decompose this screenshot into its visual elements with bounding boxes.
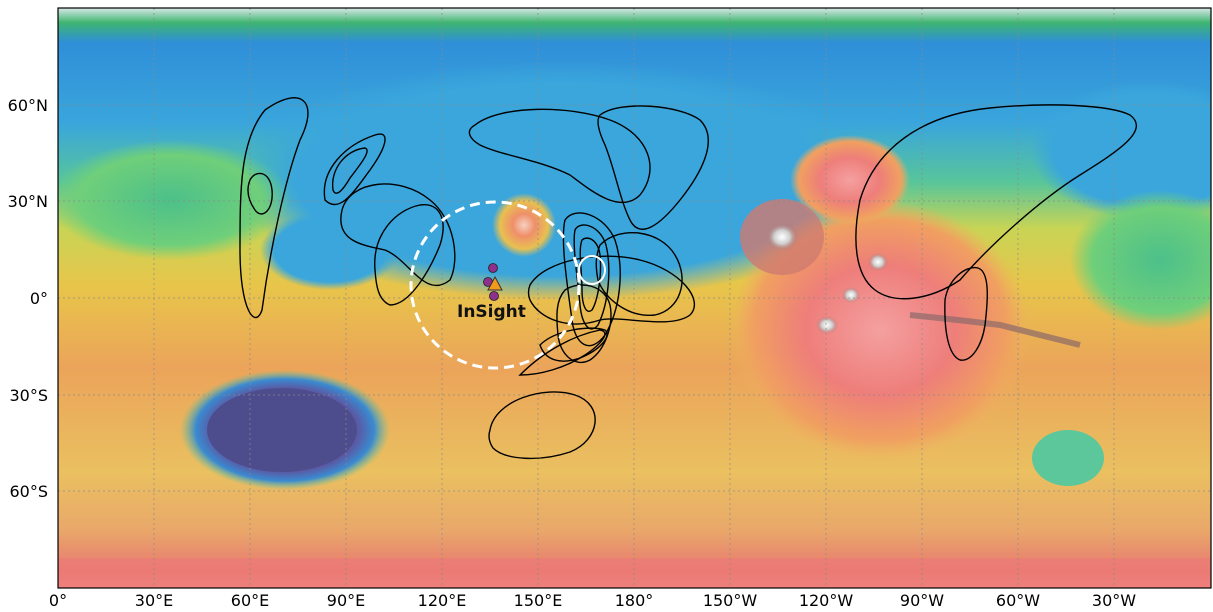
contour xyxy=(340,183,456,287)
contour xyxy=(527,255,696,325)
graticule xyxy=(58,8,1211,588)
x-tick-label: 30°E xyxy=(135,591,173,610)
x-tick-label: 90°E xyxy=(327,591,365,610)
insight-site: InSight xyxy=(457,263,526,322)
contour xyxy=(239,97,309,319)
y-tick-label: 30°S xyxy=(9,386,48,405)
insight-triangle-marker xyxy=(487,275,503,291)
x-tick-label: 90°W xyxy=(900,591,944,610)
map-frame xyxy=(57,7,1212,589)
x-tick-label: 60°W xyxy=(996,591,1040,610)
purple-point xyxy=(489,291,499,301)
x-tick-label: 60°E xyxy=(231,591,269,610)
small-white-circle xyxy=(578,255,606,285)
insight-label: InSight xyxy=(457,302,526,322)
y-tick-label: 60°N xyxy=(8,96,48,115)
contour xyxy=(595,231,683,316)
x-tick-label: 150°E xyxy=(514,591,563,610)
contour xyxy=(539,327,608,362)
contour xyxy=(944,266,988,361)
detection-contours xyxy=(239,97,1137,460)
x-tick-label: 120°W xyxy=(799,591,854,610)
map-surface: InSight xyxy=(58,8,1211,588)
y-tick-label: 30°N xyxy=(8,192,48,211)
contour xyxy=(374,204,444,306)
contour xyxy=(556,284,612,363)
contour xyxy=(468,108,651,204)
contour xyxy=(597,105,709,230)
contour xyxy=(488,391,596,460)
purple-point xyxy=(488,263,498,273)
y-axis-labels: 60°N 30°N 0° 30°S 60°S xyxy=(8,96,48,501)
y-tick-label: 0° xyxy=(30,289,48,308)
x-tick-label: 120°E xyxy=(418,591,467,610)
y-tick-label: 60°S xyxy=(9,482,48,501)
x-axis-labels: 0° 30°E 60°E 90°E 120°E 150°E 180° 150°W… xyxy=(49,591,1136,610)
x-tick-label: 30°W xyxy=(1092,591,1136,610)
contour xyxy=(579,237,602,312)
contour xyxy=(518,329,606,376)
contour xyxy=(331,147,368,194)
dashed-region-circle xyxy=(409,200,581,370)
x-tick-label: 180° xyxy=(615,591,654,610)
contour xyxy=(247,172,273,215)
x-tick-label: 0° xyxy=(49,591,67,610)
contour xyxy=(855,104,1137,300)
x-tick-label: 150°W xyxy=(703,591,758,610)
